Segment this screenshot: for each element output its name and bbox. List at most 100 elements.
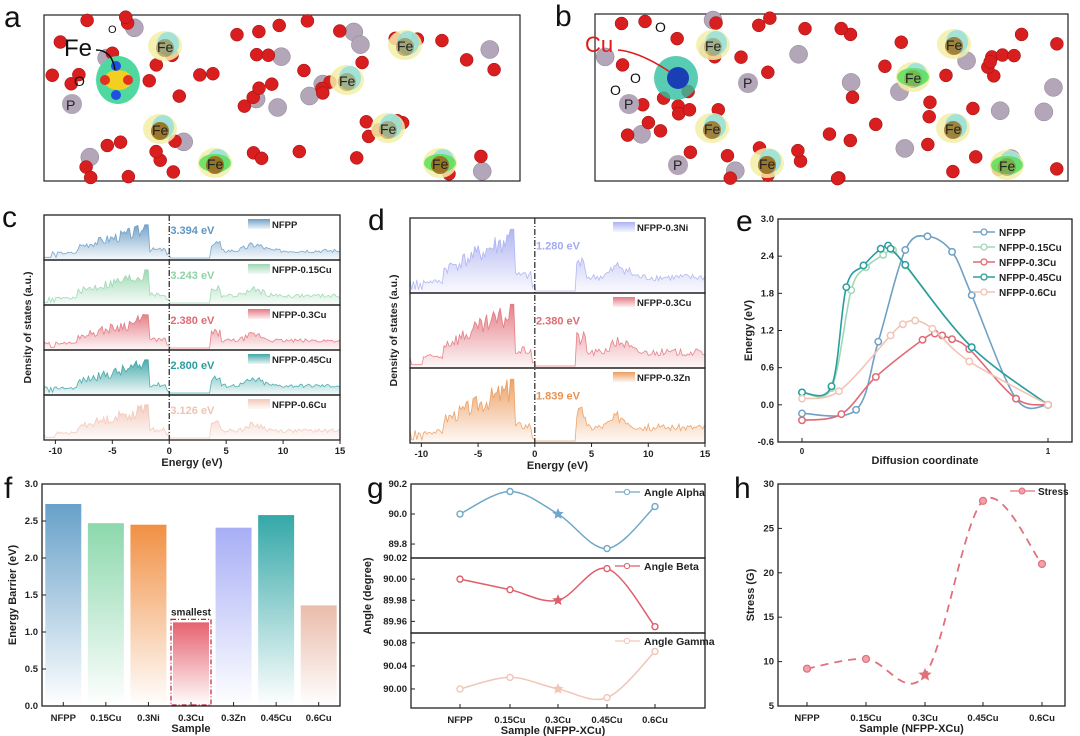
fe-label: Fe bbox=[339, 73, 356, 89]
legend-swatch bbox=[613, 297, 635, 307]
o-atom bbox=[709, 16, 723, 30]
y-tick-label: 90.2 bbox=[389, 479, 408, 490]
dos-line bbox=[43, 404, 340, 439]
y-tick-label: 1.8 bbox=[761, 288, 774, 299]
data-point bbox=[874, 337, 883, 346]
y-tick-label: 2.0 bbox=[25, 553, 38, 564]
dos-series: NFPP-0.3Cu 2.380 eV bbox=[43, 304, 341, 351]
x-tick-label: 10 bbox=[643, 449, 654, 460]
o-atom bbox=[1050, 162, 1064, 176]
x-axis-label: Sample (NFPP-XCu) bbox=[859, 723, 964, 735]
y-axis-label: Density of states (a.u.) bbox=[22, 271, 34, 383]
data-point bbox=[506, 585, 514, 594]
legend-label: NFPP bbox=[272, 220, 298, 231]
data-point bbox=[798, 394, 806, 403]
o-atom bbox=[834, 21, 848, 36]
charge-isosurface-cyan bbox=[339, 66, 361, 90]
fe-atom bbox=[704, 38, 722, 56]
x-tick-label: 0.6Cu bbox=[1029, 713, 1055, 724]
x-tick-label: 0.3Cu bbox=[545, 715, 571, 726]
x-tick-label: 5 bbox=[224, 446, 230, 457]
o-atom bbox=[761, 65, 775, 80]
fe-atom bbox=[758, 156, 776, 174]
o-atom bbox=[682, 103, 697, 117]
star-marker bbox=[918, 667, 932, 681]
dos-line bbox=[409, 378, 705, 442]
fe-label: Fe bbox=[207, 156, 224, 172]
data-point bbox=[852, 405, 861, 414]
fe-atom bbox=[945, 37, 963, 55]
o-atom bbox=[206, 66, 220, 81]
o-atom bbox=[683, 145, 698, 160]
o-atom bbox=[121, 169, 136, 184]
dos-series: NFPP-0.3Zn 1.839 eV bbox=[409, 367, 706, 444]
fe-site: Fe bbox=[423, 148, 457, 178]
data-point bbox=[834, 387, 843, 396]
x-tick-label: NFPP bbox=[51, 713, 77, 724]
charge-density-map bbox=[100, 75, 110, 85]
stress-curve bbox=[806, 497, 1043, 685]
legend-marker bbox=[980, 288, 988, 296]
panel-letter: b bbox=[555, 0, 572, 33]
panel-letter: a bbox=[4, 1, 21, 34]
fe-atom bbox=[156, 39, 174, 57]
legend-marker bbox=[980, 273, 988, 281]
data-point bbox=[928, 324, 937, 333]
fe-label: Fe bbox=[704, 121, 721, 137]
x-tick-label: 0.3Zn bbox=[221, 713, 246, 724]
o-atom bbox=[113, 135, 128, 149]
x-tick-label: 0.15Cu bbox=[850, 713, 881, 724]
o-atom bbox=[300, 14, 315, 28]
o-label: O bbox=[74, 73, 85, 89]
x-tick-label: 0.3Cu bbox=[912, 713, 938, 724]
dos-fill bbox=[44, 404, 340, 440]
fe-label: Fe bbox=[152, 122, 169, 138]
dos-fill bbox=[44, 314, 340, 350]
o-atom bbox=[64, 77, 78, 91]
o-atom bbox=[670, 31, 684, 46]
dos-series: NFPP-0.6Cu 3.126 eV bbox=[43, 394, 341, 441]
fe-site: Fe bbox=[388, 30, 422, 60]
p-label: P bbox=[624, 96, 633, 112]
o-atom bbox=[355, 55, 369, 70]
data-point bbox=[651, 647, 659, 656]
o-atom bbox=[487, 62, 501, 77]
legend-label: NFPP-0.3Cu bbox=[999, 258, 1056, 269]
o-atom bbox=[734, 50, 748, 64]
legend-label: Stress bbox=[1038, 487, 1069, 498]
p-atom bbox=[789, 45, 808, 64]
data-point bbox=[603, 693, 611, 702]
dos-fill bbox=[410, 304, 705, 368]
o-atom bbox=[830, 171, 845, 186]
p-atom bbox=[268, 98, 287, 117]
legend-swatch bbox=[613, 222, 635, 232]
x-axis-label: Sample (NFPP-XCu) bbox=[501, 725, 606, 736]
o-atom bbox=[359, 115, 374, 129]
band-gap-label: 3.126 eV bbox=[170, 405, 215, 417]
fe-label: Fe bbox=[905, 70, 922, 86]
x-tick-label: 15 bbox=[335, 446, 346, 457]
bar bbox=[258, 515, 295, 706]
o-atom bbox=[1014, 27, 1029, 42]
legend-label: NFPP-0.3Cu bbox=[272, 310, 327, 321]
x-tick-label: 0.6Cu bbox=[642, 715, 668, 726]
o-atom bbox=[641, 115, 656, 130]
fe-label: Fe bbox=[397, 38, 414, 54]
x-tick-label: 5 bbox=[589, 449, 595, 460]
y-tick-label: -0.6 bbox=[758, 437, 774, 448]
data-point bbox=[651, 622, 659, 631]
series-line: NFPP-0.6Cu bbox=[798, 288, 1056, 409]
x-tick-label: 0.3Cu bbox=[178, 713, 204, 724]
data-point bbox=[798, 388, 806, 397]
panel-letter: e bbox=[736, 205, 753, 238]
data-point bbox=[1037, 559, 1047, 569]
data-point bbox=[901, 260, 910, 269]
o-atom bbox=[878, 59, 892, 74]
data-point bbox=[506, 673, 514, 682]
fe-label: Fe bbox=[380, 121, 397, 137]
data-point bbox=[842, 283, 851, 292]
x-tick-label: 0 bbox=[532, 449, 537, 460]
data-point bbox=[798, 416, 806, 425]
fe-site: Fe bbox=[695, 113, 729, 143]
